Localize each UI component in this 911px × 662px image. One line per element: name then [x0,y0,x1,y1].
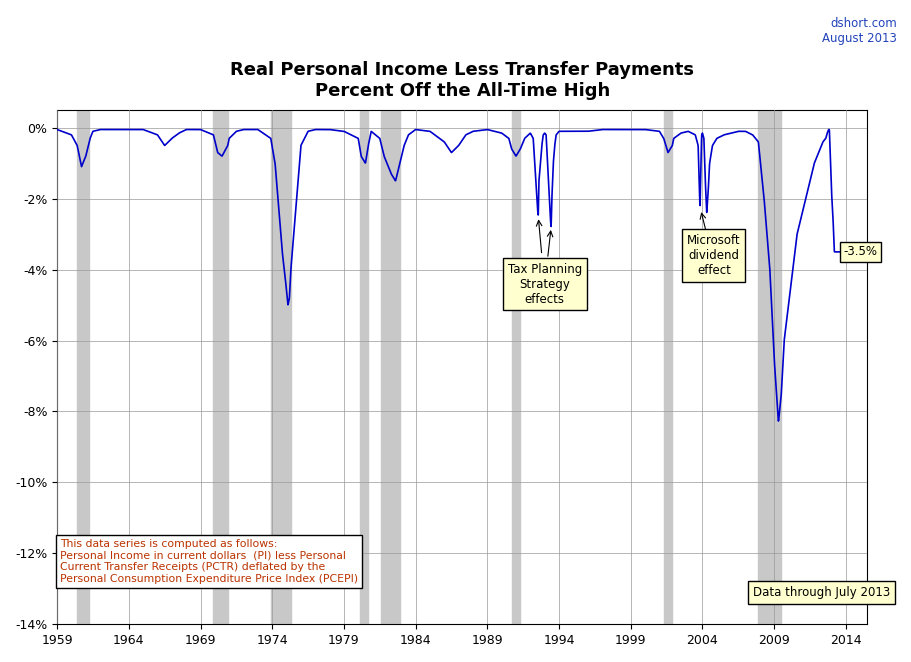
Bar [213,110,228,624]
Bar [758,110,782,624]
Text: This data series is computed as follows:
Personal Income in current dollars  (PI: This data series is computed as follows:… [60,539,358,584]
Text: dshort.com: dshort.com [831,17,897,30]
Text: Tax Planning
Strategy
effects: Tax Planning Strategy effects [507,263,582,306]
Bar [77,110,88,624]
Text: Data through July 2013: Data through July 2013 [752,586,890,599]
Text: Microsoft
dividend
effect: Microsoft dividend effect [687,234,741,277]
Bar [664,110,672,624]
Title: Real Personal Income Less Transfer Payments
Percent Off the All-Time High: Real Personal Income Less Transfer Payme… [230,62,694,100]
Bar [512,110,520,624]
Bar [271,110,291,624]
Text: -3.5%: -3.5% [844,246,877,258]
Bar [381,110,400,624]
Text: August 2013: August 2013 [823,32,897,45]
Bar [360,110,368,624]
